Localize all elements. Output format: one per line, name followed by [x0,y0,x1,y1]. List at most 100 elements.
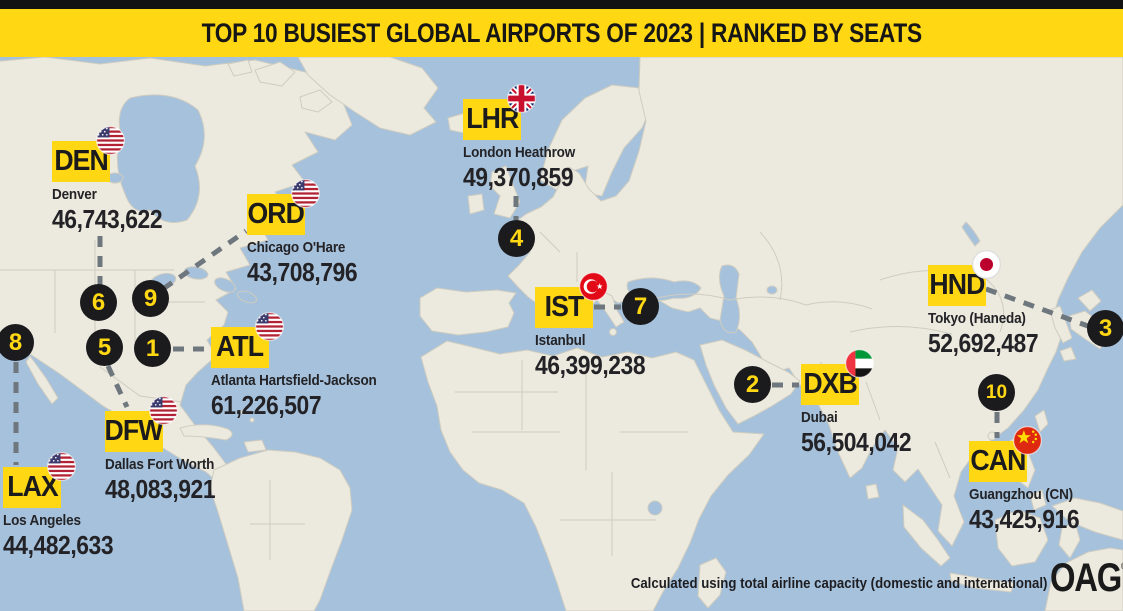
oag-logo: OAG® [1050,556,1123,601]
airport-code: LHR [465,103,519,135]
airport-code: ATL [216,331,264,363]
airport-code-badge-dxb: DXB [801,349,874,405]
registered-mark: ® [1121,561,1123,571]
philippines-south [1029,489,1047,511]
italy [596,289,625,328]
korea [1049,305,1073,344]
java [949,572,1015,593]
airport-group-ist: IST Istanbul 46,399,238 [535,272,660,381]
airport-seats: 43,425,916 [969,504,1080,534]
baja-peninsula [25,355,59,405]
airport-name: Atlanta Hartsfield-Jackson [211,372,377,389]
top-black-strip [0,0,1123,9]
oag-brand-text: OAG [1050,556,1122,600]
airport-group-hnd: HND Tokyo (Haneda) 52,692,487 [928,250,1053,359]
airport-group-dxb: DXB Dubai 56,504,042 [801,349,926,458]
taiwan [1034,409,1049,433]
airport-seats: 46,743,622 [52,204,163,234]
continent-eurasia [507,56,1123,547]
connector-lines [13,196,1089,465]
airport-code-badge-ist: IST [535,272,608,328]
aral-sea [766,285,778,295]
connector-ord [161,228,248,292]
airport-code-badge-hnd: HND [928,250,1001,306]
airport-code-badge-ord: ORD [247,179,320,235]
airport-name: Los Angeles [3,512,81,529]
methodology-note: Calculated using total airline capacity … [630,575,1047,592]
airport-group-lax: LAX Los Angeles 44,482,633 [3,452,128,561]
airport-seats: 46,399,238 [535,350,646,380]
airport-code-badge-lax: LAX [3,452,76,508]
sicily [609,328,617,336]
hispaniola [243,439,267,453]
airport-code: DEN [54,145,108,177]
rank-badge-ist: 7 [622,288,659,325]
great-britain [489,165,521,219]
us-flag-icon [291,179,320,208]
australia [1044,547,1123,611]
continent-south-america [209,449,353,611]
japan-kyushu [1059,346,1077,362]
airport-seats: 44,482,633 [3,530,114,560]
new-guinea [1051,497,1123,541]
airport-seats: 61,226,507 [211,390,322,420]
airport-name: Dallas Fort Worth [105,456,215,473]
uk-flag-icon [507,84,536,113]
rank-badge-hnd: 3 [1087,310,1123,347]
connector-hnd [985,286,1089,329]
airport-name: Istanbul [535,332,586,349]
us-flag-icon [149,396,178,425]
lakes-and-seas [85,94,981,516]
uae-flag-icon [845,349,874,378]
airport-code-badge-lhr: LHR [463,84,536,140]
great-lake [236,290,258,304]
lake-victoria [647,500,663,516]
bahamas [240,409,246,415]
sri-lanka [865,483,880,500]
rank-badge-dfw: 5 [86,329,123,366]
bahamas [249,417,255,423]
airport-code-badge-atl: ATL [211,312,284,368]
rank-badge-den: 6 [80,284,117,321]
rank-badge-lax: 8 [0,324,34,361]
airport-seats: 52,692,487 [928,328,1039,358]
ireland [467,193,485,215]
airport-group-ord: ORD Chicago O'Hare 43,708,796 [247,179,372,288]
airport-name: Guangzhou (CN) [969,486,1073,503]
rank-badge-atl: 1 [134,330,171,367]
airport-code: IST [544,291,585,323]
airport-group-dfw: DFW Dallas Fort Worth 48,083,921 [105,396,230,505]
rank-badge-can: 10 [978,374,1015,411]
airport-name: Tokyo (Haneda) [928,310,1026,327]
turkey-flag-icon [579,272,608,301]
airport-code-badge-den: DEN [52,126,125,182]
borneo [994,509,1049,567]
airport-name: Denver [52,186,97,203]
airport-seats: 56,504,042 [801,427,912,457]
page-title: TOP 10 BUSIEST GLOBAL AIRPORTS OF 2023 |… [201,17,922,48]
rank-badge-ord: 9 [132,280,169,317]
japan-flag-icon [972,250,1001,279]
continent-africa [420,340,765,611]
iberia [419,287,517,336]
connector-dfw [105,364,130,409]
airport-name: Chicago O'Hare [247,239,346,256]
airport-code-badge-can: CAN [969,426,1042,482]
sumatra [902,504,951,567]
airport-group-lhr: LHR London Heathrow 49,370,859 [463,84,588,193]
arctic-island [299,89,333,113]
airport-code: DXB [803,368,857,400]
japan-hokkaido [1077,289,1102,312]
airport-seats: 48,083,921 [105,474,216,504]
us-flag-icon [255,312,284,341]
airport-seats: 49,370,859 [463,162,574,192]
airport-name: London Heathrow [463,144,576,161]
rank-badge-dxb: 2 [734,366,771,403]
us-flag-icon [47,452,76,481]
madagascar [697,557,727,609]
arctic-island [254,61,296,87]
airport-code-badge-dfw: DFW [105,396,178,452]
caspian-sea [718,264,740,334]
airport-group-atl: ATL Atlanta Hartsfield-Jackson 61,226,50… [211,312,395,421]
